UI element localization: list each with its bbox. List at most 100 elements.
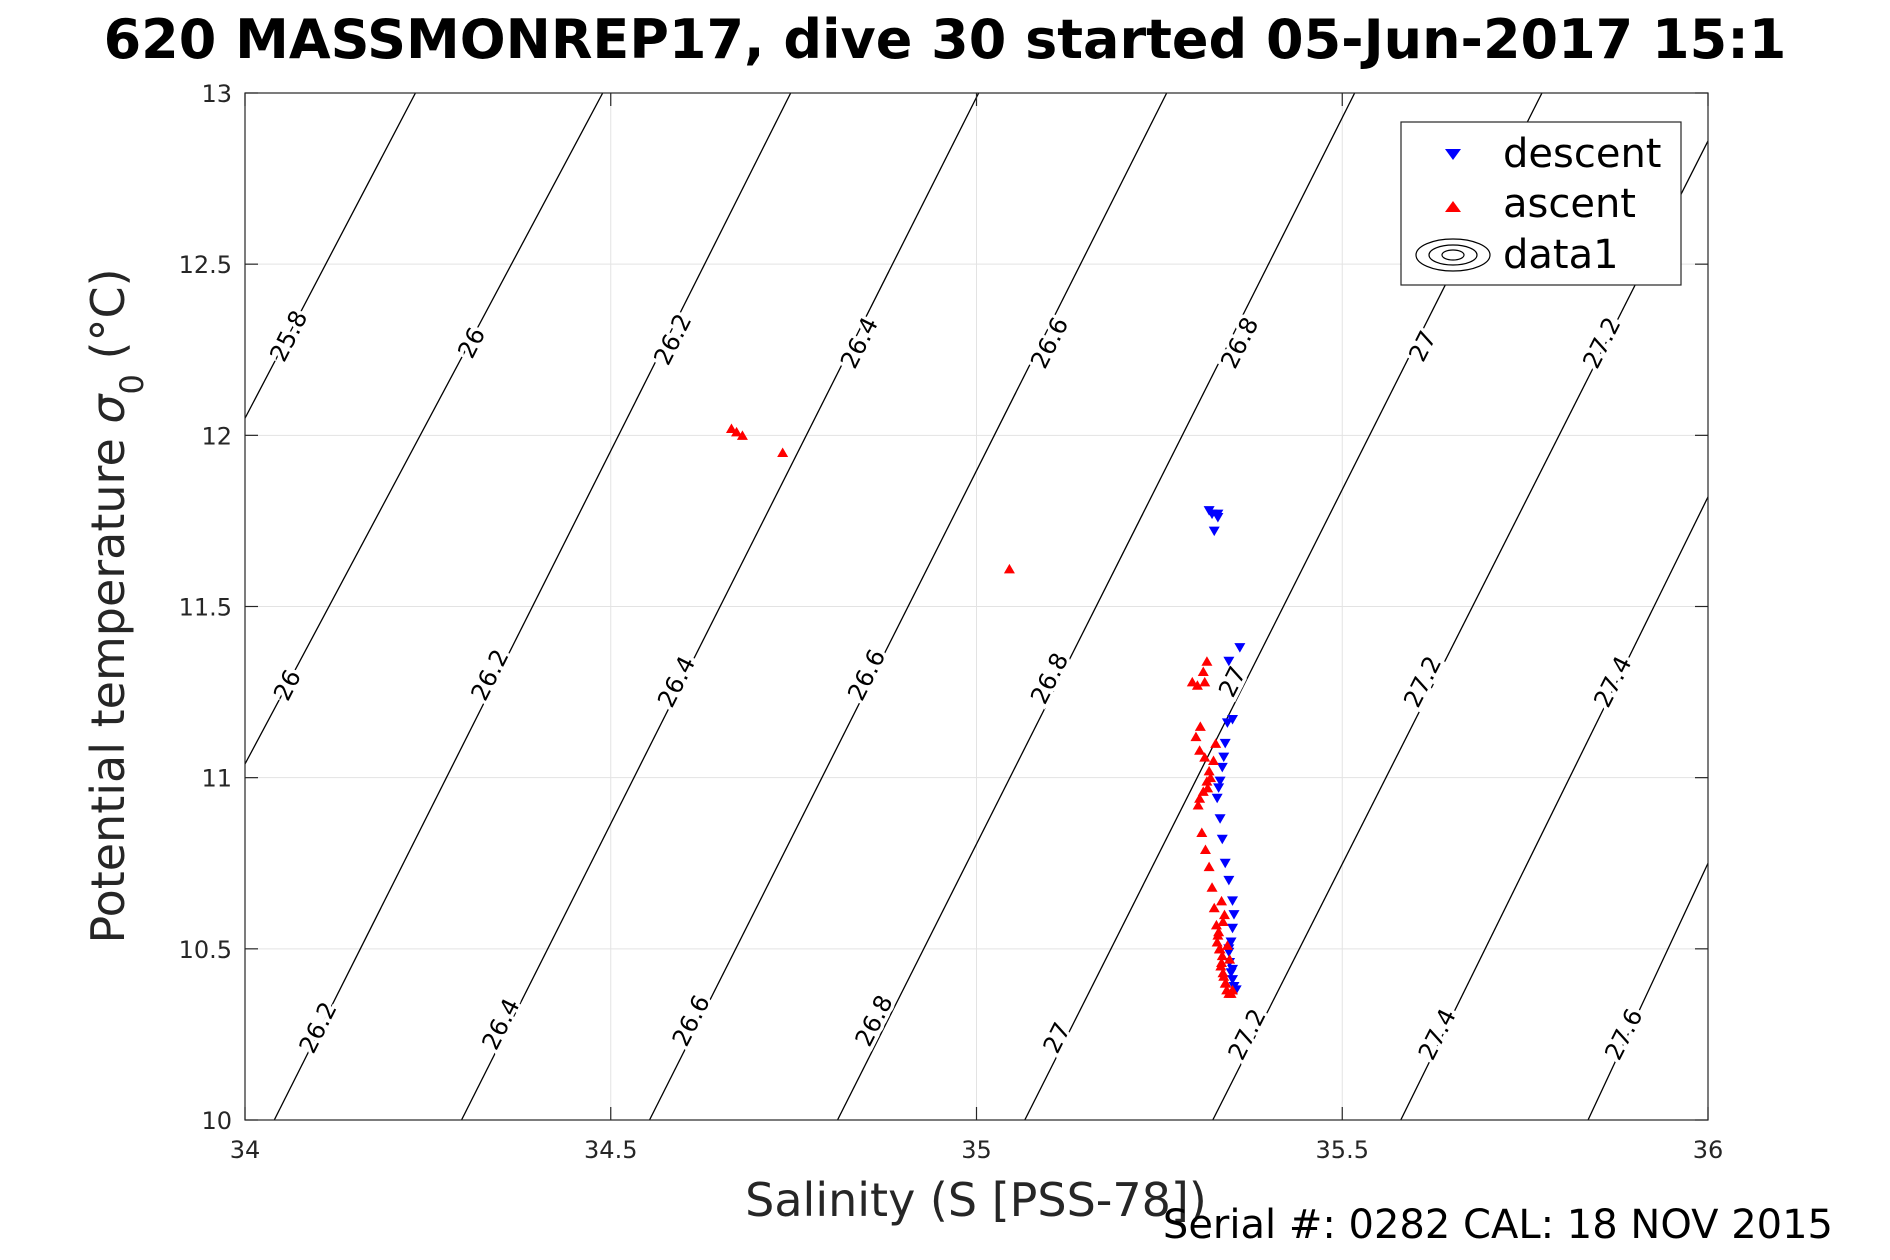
ascent-point	[1211, 936, 1223, 947]
descent-point	[1214, 776, 1226, 787]
data-points	[725, 423, 1246, 998]
descent-point	[1216, 834, 1228, 845]
sigma-contour-line	[836, 93, 1356, 1120]
legend-descent-marker	[1445, 149, 1461, 160]
legend: descent ascent data1	[1400, 121, 1682, 286]
sigma-contour-line	[1587, 862, 1708, 1120]
y-tick-label: 10	[201, 1107, 232, 1135]
ascent-point	[1208, 755, 1220, 766]
ascent-point	[1210, 738, 1222, 748]
x-tick-label: 35.5	[1316, 1136, 1369, 1164]
ascent-point	[777, 447, 789, 457]
x-tick-label: 36	[1693, 1136, 1724, 1164]
y-tick-label: 11	[201, 765, 232, 793]
y-tick-label: 13	[201, 80, 232, 108]
descent-point	[1216, 762, 1228, 773]
descent-point	[1213, 783, 1225, 793]
descent-point	[1214, 814, 1226, 824]
descent-point	[1211, 793, 1223, 804]
sigma-contour-line	[245, 93, 604, 765]
sigma-contour-line	[273, 93, 792, 1120]
y-axis-label-main: Potential temperature	[81, 424, 135, 944]
ascent-point	[1190, 731, 1202, 742]
descent-point	[1219, 858, 1231, 869]
serial-calibration-footer: Serial #: 0282 CAL: 18 NOV 2015	[1163, 1202, 1833, 1248]
sigma-contour-line	[648, 93, 1168, 1120]
y-axis-label: Potential temperature σ0 (°C)	[81, 268, 151, 943]
legend-ascent-marker	[1445, 201, 1461, 212]
y-tick-label: 10.5	[179, 936, 232, 964]
ascent-point	[1186, 676, 1198, 687]
ascent-point	[1194, 793, 1206, 803]
axis-ticks: 34 34.5 35 35.5 36 10 10.5 11 11.5 12 12.5 13	[179, 80, 1724, 1164]
ascent-point	[1208, 902, 1220, 913]
ascent-point	[1192, 800, 1204, 810]
descent-point	[1227, 923, 1239, 934]
descent-point	[1223, 875, 1235, 886]
ascent-point	[1214, 943, 1226, 954]
ascent-point	[1210, 919, 1222, 930]
ascent-point	[1221, 940, 1233, 950]
descent-point	[1227, 975, 1239, 985]
sigma-contour-line	[1400, 496, 1708, 1120]
descent-point	[1227, 896, 1239, 906]
legend-contour-icon	[1415, 238, 1491, 272]
descent-point	[1234, 643, 1246, 653]
descent-point	[1227, 714, 1239, 725]
descent-point	[1223, 656, 1235, 667]
descent-point	[1208, 526, 1220, 537]
ascent-point	[1194, 745, 1206, 755]
sigma-contour-line	[245, 93, 417, 419]
y-axis-label-unit: (°C)	[81, 268, 135, 374]
ascent-point	[1201, 656, 1213, 666]
ascent-point	[1202, 782, 1214, 793]
ascent-point	[1213, 926, 1225, 937]
y-tick-label: 11.5	[179, 594, 232, 622]
ascent-point	[1216, 895, 1228, 906]
x-tick-label: 34	[230, 1136, 261, 1164]
ascent-point	[1199, 676, 1211, 687]
ascent-point	[1220, 978, 1232, 988]
y-axis-label-symbol: σ	[81, 393, 135, 424]
legend-descent-label: descent	[1503, 131, 1661, 177]
descent-point	[1225, 937, 1237, 947]
sigma-contour-line	[460, 93, 980, 1120]
legend-ascent-label: ascent	[1503, 181, 1636, 227]
descent-point	[1212, 512, 1224, 523]
y-axis-label-subscript: 0	[113, 374, 151, 394]
ascent-point	[1206, 882, 1218, 892]
ascent-point	[1199, 752, 1211, 762]
ascent-point	[1218, 909, 1230, 920]
x-tick-label: 35	[961, 1136, 992, 1164]
ascent-point	[1203, 765, 1215, 776]
descent-point	[1228, 910, 1240, 920]
ascent-point	[1224, 954, 1236, 964]
ascent-point	[1217, 916, 1229, 926]
descent-series	[1203, 506, 1246, 995]
ascent-point	[1199, 844, 1211, 855]
ascent-point	[1227, 984, 1239, 995]
chart-title: 620 MASSMONREP17, dive 30 started 05-Jun…	[104, 8, 1787, 71]
ascent-point	[1194, 721, 1206, 731]
x-tick-label: 34.5	[584, 1136, 637, 1164]
ascent-point	[1003, 563, 1015, 574]
ascent-point	[1203, 861, 1215, 872]
descent-point	[1227, 964, 1239, 975]
ascent-point	[1205, 772, 1217, 783]
ascent-point	[736, 430, 748, 440]
ascent-point	[1191, 680, 1203, 690]
ascent-series	[725, 423, 1239, 998]
descent-point	[1218, 752, 1230, 763]
ascent-point	[1196, 827, 1208, 837]
sigma-contour-line	[1212, 140, 1708, 1120]
x-axis-label: Salinity (S [PSS-78])	[745, 1173, 1207, 1227]
legend-data1-label: data1	[1503, 232, 1619, 278]
descent-point	[1221, 718, 1233, 728]
ascent-point	[1197, 666, 1209, 677]
descent-point	[1219, 738, 1231, 749]
y-tick-label: 12	[201, 422, 232, 450]
ascent-point	[725, 423, 737, 433]
ascent-point	[731, 426, 743, 437]
density-contours	[245, 93, 1708, 1120]
